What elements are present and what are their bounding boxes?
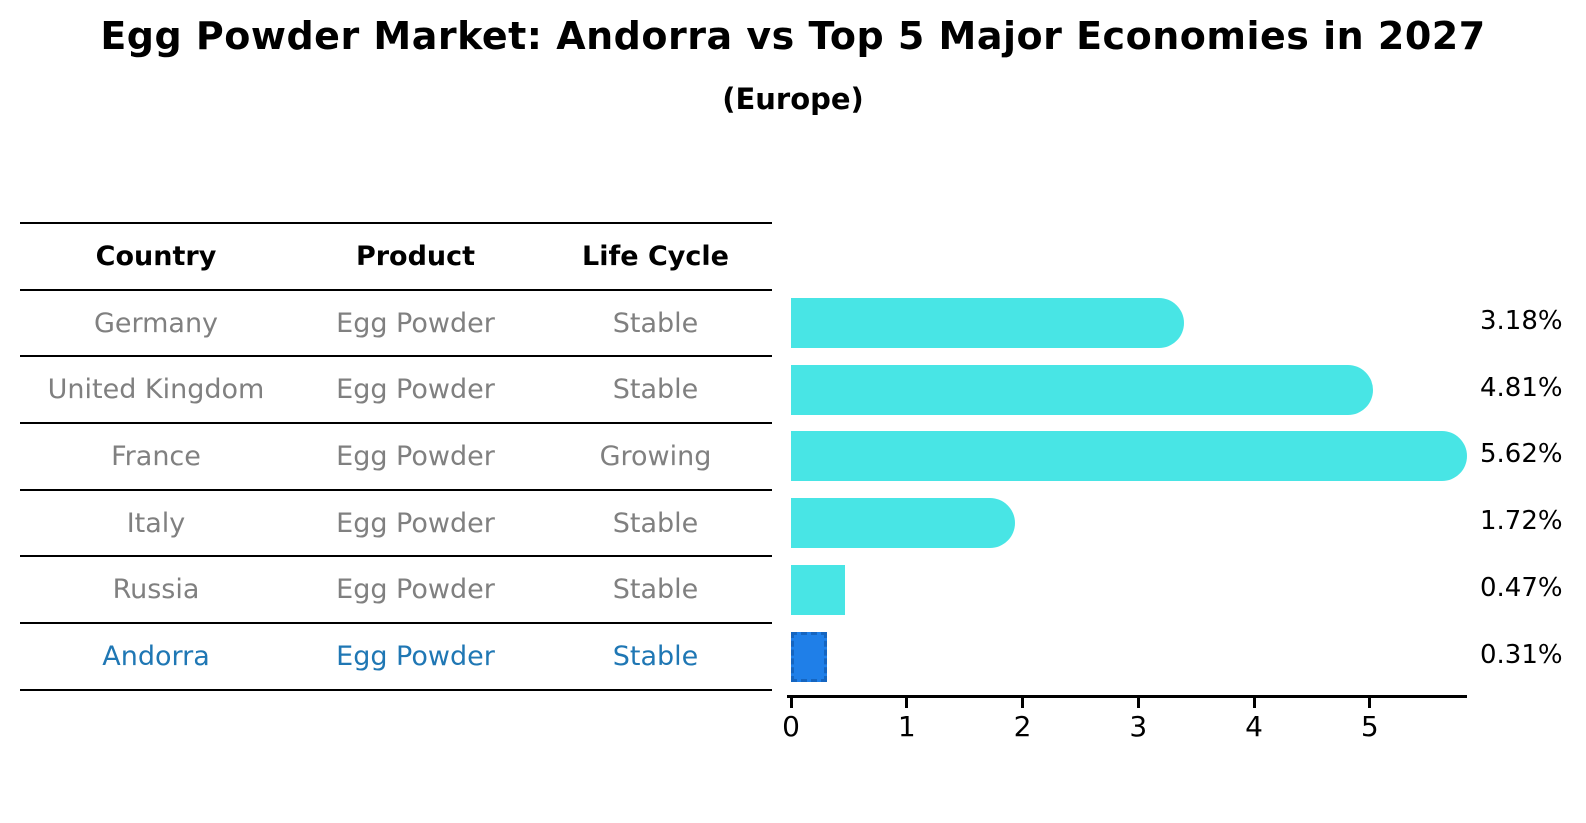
value-label: 1.72% (1480, 506, 1563, 537)
column-header: Product (355, 240, 476, 272)
value-label: 0.47% (1480, 572, 1563, 603)
country-cell: Andorra (102, 640, 210, 672)
chart-subtitle: (Europe) (722, 82, 864, 116)
bar (791, 298, 1185, 349)
column-header: Life Cycle (582, 240, 729, 272)
table-row: Russia Egg Powder Stable (20, 555, 772, 622)
table-row: Germany Egg Powder Stable (20, 288, 772, 356)
table-row: France Egg Powder Growing (20, 422, 772, 489)
x-axis-tick-label: 3 (1129, 710, 1148, 743)
x-axis-tick-label: 4 (1245, 710, 1263, 743)
country-cell: France (111, 440, 201, 472)
life-cycle-cell: Stable (612, 574, 699, 606)
x-axis-tick (1368, 698, 1372, 708)
product-cell: Egg Powder (336, 374, 495, 406)
x-axis-line (787, 695, 1467, 698)
life-cycle-cell: Stable (612, 640, 699, 672)
product-cell: Egg Powder (336, 574, 495, 606)
country-cell: United Kingdom (47, 374, 265, 406)
life-cycle-cell: Stable (612, 507, 699, 539)
x-axis-tick (1021, 698, 1024, 708)
table-row: Andorra Egg Powder Stable (20, 622, 772, 689)
life-cycle-cell: Growing (599, 440, 712, 472)
product-cell: Egg Powder (336, 640, 495, 672)
life-cycle-cell: Stable (612, 307, 699, 339)
value-label: 5.62% (1480, 439, 1563, 470)
country-cell: Italy (126, 507, 186, 539)
table-row: United Kingdom Egg Powder Stable (20, 355, 772, 422)
bar (791, 498, 1016, 549)
x-axis-tick-label: 5 (1360, 710, 1379, 743)
product-cell: Egg Powder (336, 440, 495, 472)
bar (791, 364, 1373, 415)
comparison-table: Country Product Life Cycle Germany Egg Powd… (20, 222, 772, 691)
column-header: Country (95, 240, 217, 272)
x-axis-tick (1136, 698, 1140, 708)
product-cell: Egg Powder (336, 507, 495, 539)
table-body: Germany Egg Powder Stable United Kingdom Egg… (20, 288, 772, 689)
x-axis-tick-label: 1 (897, 710, 916, 743)
bar (791, 564, 846, 615)
country-cell: Russia (112, 574, 200, 606)
x-axis-tick-label: 2 (1013, 710, 1032, 743)
value-label: 4.81% (1480, 372, 1563, 403)
life-cycle-cell: Stable (612, 374, 699, 406)
x-axis-tick (1252, 698, 1256, 708)
table-header-row: Country Product Life Cycle (20, 222, 772, 289)
table-row: Italy Egg Powder Stable (20, 488, 772, 556)
bar (791, 431, 1467, 482)
value-label: 3.18% (1480, 306, 1563, 337)
chart-title: Egg Powder Market: Andorra vs Top 5 Majo… (100, 14, 1486, 58)
x-axis-tick (789, 698, 793, 708)
highlight-bar (791, 631, 827, 682)
product-cell: Egg Powder (336, 307, 495, 339)
country-cell: Germany (93, 307, 219, 339)
x-axis-tick-label: 0 (782, 710, 800, 743)
x-axis-tick (905, 698, 909, 708)
value-label: 0.31% (1480, 639, 1563, 670)
